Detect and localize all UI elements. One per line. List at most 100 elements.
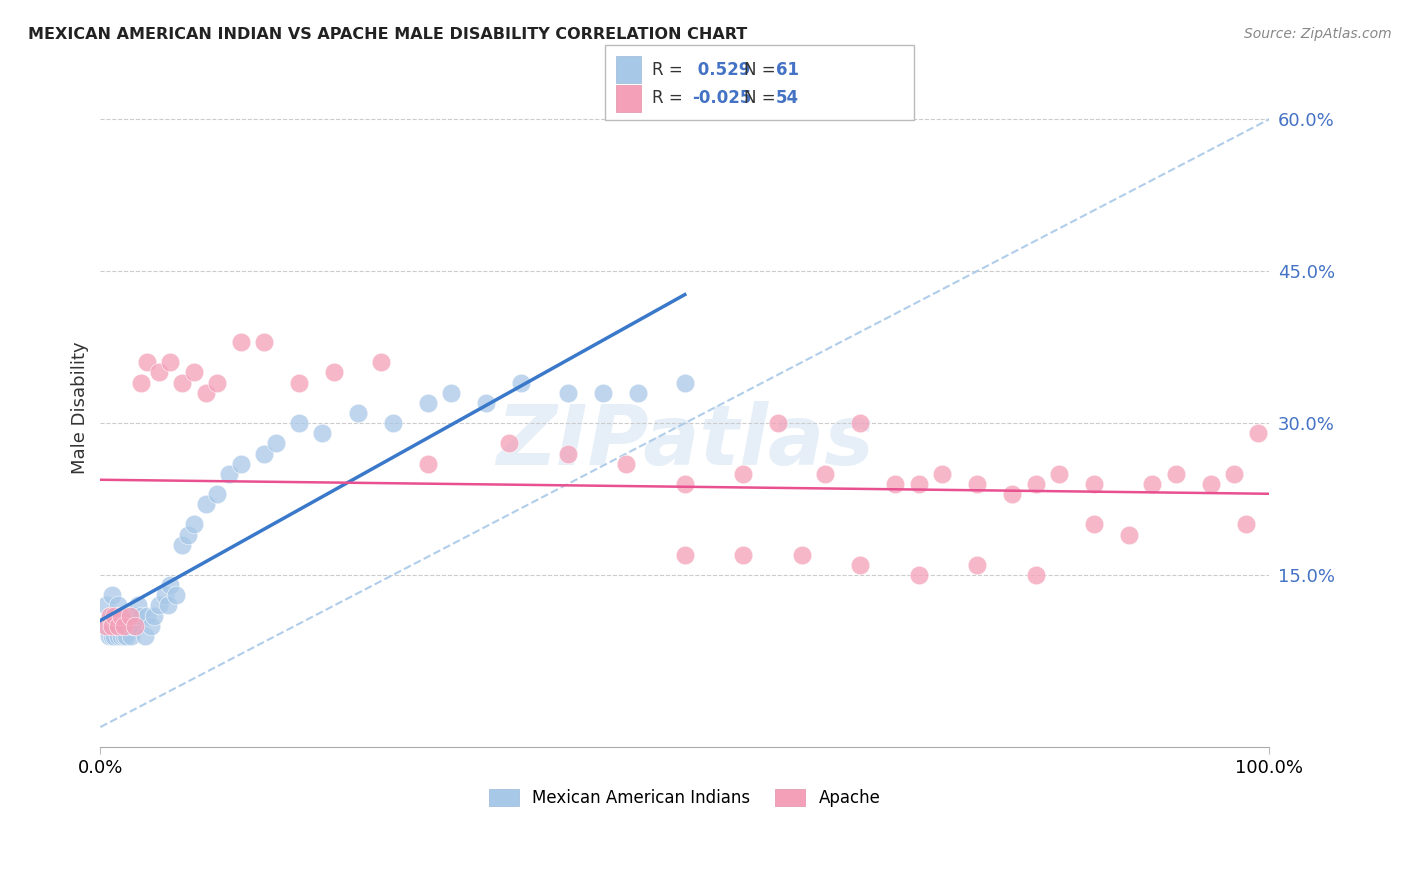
Point xyxy=(143,608,166,623)
Point xyxy=(148,366,170,380)
Point xyxy=(1083,517,1105,532)
Point xyxy=(101,619,124,633)
Point xyxy=(115,619,138,633)
Point xyxy=(114,619,136,633)
Point xyxy=(101,608,124,623)
Point xyxy=(118,608,141,623)
Point xyxy=(966,558,988,572)
Point xyxy=(172,376,194,390)
Text: MEXICAN AMERICAN INDIAN VS APACHE MALE DISABILITY CORRELATION CHART: MEXICAN AMERICAN INDIAN VS APACHE MALE D… xyxy=(28,27,748,42)
Point xyxy=(108,608,131,623)
Y-axis label: Male Disability: Male Disability xyxy=(72,342,89,475)
Point xyxy=(288,416,311,430)
Point xyxy=(104,619,127,633)
Point xyxy=(112,629,135,643)
Point xyxy=(111,608,134,623)
Point xyxy=(288,376,311,390)
Point xyxy=(218,467,240,481)
Point xyxy=(112,619,135,633)
Point xyxy=(1047,467,1070,481)
Point xyxy=(475,396,498,410)
Point xyxy=(124,619,146,633)
Point xyxy=(229,457,252,471)
Point xyxy=(370,355,392,369)
Point xyxy=(172,538,194,552)
Text: R =: R = xyxy=(652,89,683,107)
Point xyxy=(96,599,118,613)
Point xyxy=(884,477,907,491)
Point xyxy=(122,619,145,633)
Point xyxy=(849,558,872,572)
Point xyxy=(207,487,229,501)
Point xyxy=(103,608,125,623)
Point xyxy=(105,608,128,623)
Point xyxy=(165,588,187,602)
Point xyxy=(129,376,152,390)
Point xyxy=(134,629,156,643)
Point xyxy=(510,376,533,390)
Point xyxy=(159,578,181,592)
Point xyxy=(148,599,170,613)
Point xyxy=(101,588,124,602)
Point xyxy=(121,608,143,623)
Legend: Mexican American Indians, Apache: Mexican American Indians, Apache xyxy=(482,782,887,814)
Point xyxy=(311,426,333,441)
Text: N =: N = xyxy=(744,89,775,107)
Point xyxy=(129,608,152,623)
Point xyxy=(103,629,125,643)
Point xyxy=(207,376,229,390)
Point xyxy=(124,619,146,633)
Point xyxy=(96,619,118,633)
Point xyxy=(157,599,180,613)
Point xyxy=(97,629,120,643)
Point xyxy=(1164,467,1187,481)
Point xyxy=(112,619,135,633)
Point xyxy=(98,608,121,623)
Point xyxy=(107,599,129,613)
Point xyxy=(183,517,205,532)
Point xyxy=(323,366,346,380)
Point xyxy=(1118,527,1140,541)
Text: Source: ZipAtlas.com: Source: ZipAtlas.com xyxy=(1244,27,1392,41)
Text: N =: N = xyxy=(744,61,775,78)
Point xyxy=(416,457,439,471)
Text: 61: 61 xyxy=(776,61,799,78)
Point xyxy=(110,619,132,633)
Point xyxy=(1024,477,1046,491)
Point xyxy=(616,457,638,471)
Point xyxy=(98,608,121,623)
Point xyxy=(127,599,149,613)
Point xyxy=(136,608,159,623)
Point xyxy=(153,588,176,602)
Point xyxy=(907,568,929,582)
Point xyxy=(733,467,755,481)
Text: 54: 54 xyxy=(776,89,799,107)
Point xyxy=(907,477,929,491)
Point xyxy=(107,629,129,643)
Point xyxy=(101,629,124,643)
Point xyxy=(120,629,142,643)
Point xyxy=(931,467,953,481)
Point xyxy=(264,436,287,450)
Point xyxy=(1001,487,1024,501)
Point xyxy=(849,416,872,430)
Text: -0.025: -0.025 xyxy=(692,89,751,107)
Point xyxy=(253,334,276,349)
Point xyxy=(416,396,439,410)
Point xyxy=(966,477,988,491)
Point xyxy=(253,446,276,460)
Point xyxy=(557,446,579,460)
Point xyxy=(118,608,141,623)
Point xyxy=(498,436,520,450)
Point xyxy=(110,629,132,643)
Point xyxy=(346,406,368,420)
Point xyxy=(96,619,118,633)
Point xyxy=(100,619,122,633)
Point xyxy=(115,629,138,643)
Point xyxy=(159,355,181,369)
Point xyxy=(673,548,696,562)
Point xyxy=(592,385,614,400)
Point xyxy=(183,366,205,380)
Point xyxy=(673,477,696,491)
Point xyxy=(110,608,132,623)
